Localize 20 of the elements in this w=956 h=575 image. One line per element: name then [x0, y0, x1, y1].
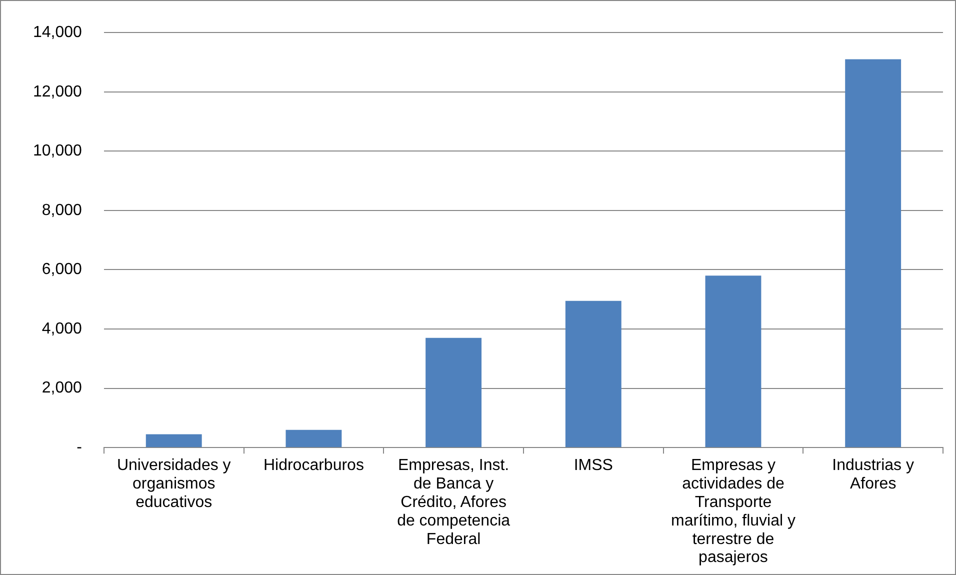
y-tick-label: 6,000: [42, 261, 82, 278]
x-tick-label: Hidrocarburos: [263, 457, 364, 474]
bar: [705, 276, 762, 448]
x-tick-label: Empresas y actividades de Transporte marítimo, fluvial y terrestre de pasajeros: [671, 457, 796, 566]
bar: [565, 300, 622, 448]
bar: [146, 434, 202, 448]
bar: [426, 338, 482, 448]
y-tick-label: 12,000: [33, 83, 82, 100]
y-tick-label: 8,000: [42, 202, 82, 219]
x-tick-label: IMSS: [574, 457, 613, 474]
y-tick-label: 14,000: [33, 24, 82, 42]
y-tick-label: 2,000: [42, 380, 82, 397]
x-tick-label: Universidades y organismos educativos: [116, 457, 231, 512]
x-tick-label: Industrias y Afores: [832, 457, 914, 493]
x-tick-label: Empresas, Inst. de Banca y Crédito, Afores de competencia Federal: [397, 457, 510, 548]
bar: [286, 430, 342, 448]
y-tick-label: -: [76, 439, 82, 456]
y-tick-label: 10,000: [33, 142, 82, 160]
bar: [845, 59, 902, 448]
y-tick-label: 4,000: [42, 320, 82, 338]
